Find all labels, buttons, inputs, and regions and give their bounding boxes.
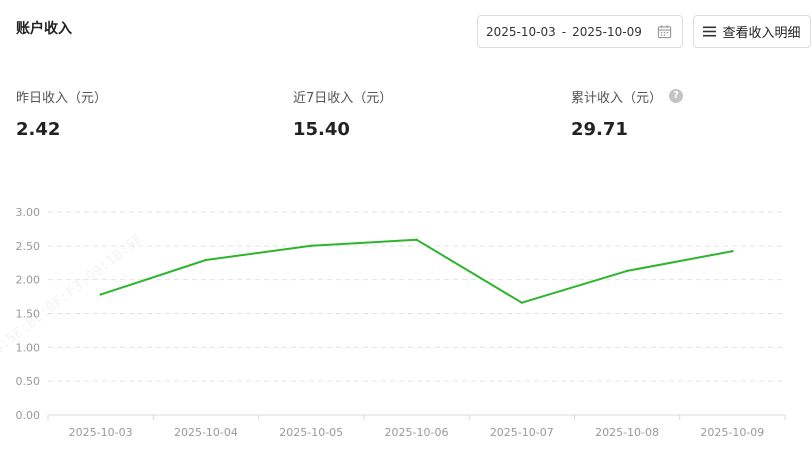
data-point bbox=[625, 269, 629, 273]
data-point bbox=[99, 293, 102, 296]
stat-label: 昨日收入（元） bbox=[16, 90, 108, 106]
x-tick-label: 2025-10-03 bbox=[69, 426, 133, 439]
y-tick-label: 0.50 bbox=[16, 375, 41, 388]
page-title: 账户收入 bbox=[16, 21, 72, 37]
view-income-detail-label: 查看收入明细 bbox=[722, 26, 801, 41]
stat-label: 近7日收入（元） bbox=[293, 90, 393, 106]
date-start: 2025-10-03 bbox=[486, 24, 556, 39]
data-point bbox=[731, 250, 734, 253]
y-tick-label: 3.00 bbox=[16, 206, 41, 219]
x-tick-label: 2025-10-06 bbox=[385, 426, 449, 439]
income-series-line bbox=[100, 238, 733, 304]
stat-value: 29.71 bbox=[571, 119, 628, 140]
stat-label: 累计收入（元） ? bbox=[571, 86, 684, 106]
stat-value: 15.40 bbox=[293, 119, 350, 140]
help-icon[interactable]: ? bbox=[669, 89, 684, 103]
x-tick-label: 2025-10-07 bbox=[490, 426, 554, 439]
view-income-detail-button[interactable]: 查看收入明细 bbox=[693, 15, 811, 48]
data-point bbox=[204, 258, 208, 262]
date-range-picker[interactable]: 2025-10-03 - 2025-10-09 bbox=[477, 15, 683, 48]
data-point bbox=[310, 244, 313, 248]
stat-last-7-days: 近7日收入（元） 15.40 bbox=[293, 86, 393, 141]
y-tick-label: 2.50 bbox=[16, 240, 41, 253]
y-tick-label: 0.00 bbox=[16, 409, 41, 422]
y-tick-label: 1.50 bbox=[16, 308, 41, 321]
calendar-icon bbox=[657, 25, 672, 39]
x-tick-label: 2025-10-05 bbox=[279, 426, 343, 439]
x-tick-label: 2025-10-08 bbox=[595, 426, 659, 439]
stat-label-text: 累计收入（元） bbox=[571, 90, 663, 106]
list-menu-icon bbox=[703, 26, 717, 37]
date-end: 2025-10-09 bbox=[572, 24, 642, 39]
data-point bbox=[520, 301, 523, 304]
x-tick-label: 2025-10-09 bbox=[700, 426, 764, 439]
y-tick-label: 1.00 bbox=[16, 341, 41, 354]
stat-value: 2.42 bbox=[16, 119, 61, 140]
income-line-chart: 0.00 0.50 1.00 1.50 2.00 2.50 3.00 2025-10-03 20… bbox=[16, 206, 786, 439]
stat-total: 累计收入（元） ? 29.71 bbox=[571, 86, 684, 140]
x-tick-label: 2025-10-04 bbox=[174, 426, 238, 439]
data-point bbox=[415, 238, 418, 241]
y-tick-label: 2.00 bbox=[16, 274, 41, 287]
date-separator: - bbox=[561, 24, 567, 39]
stat-yesterday: 昨日收入（元） 2.42 bbox=[16, 86, 108, 141]
